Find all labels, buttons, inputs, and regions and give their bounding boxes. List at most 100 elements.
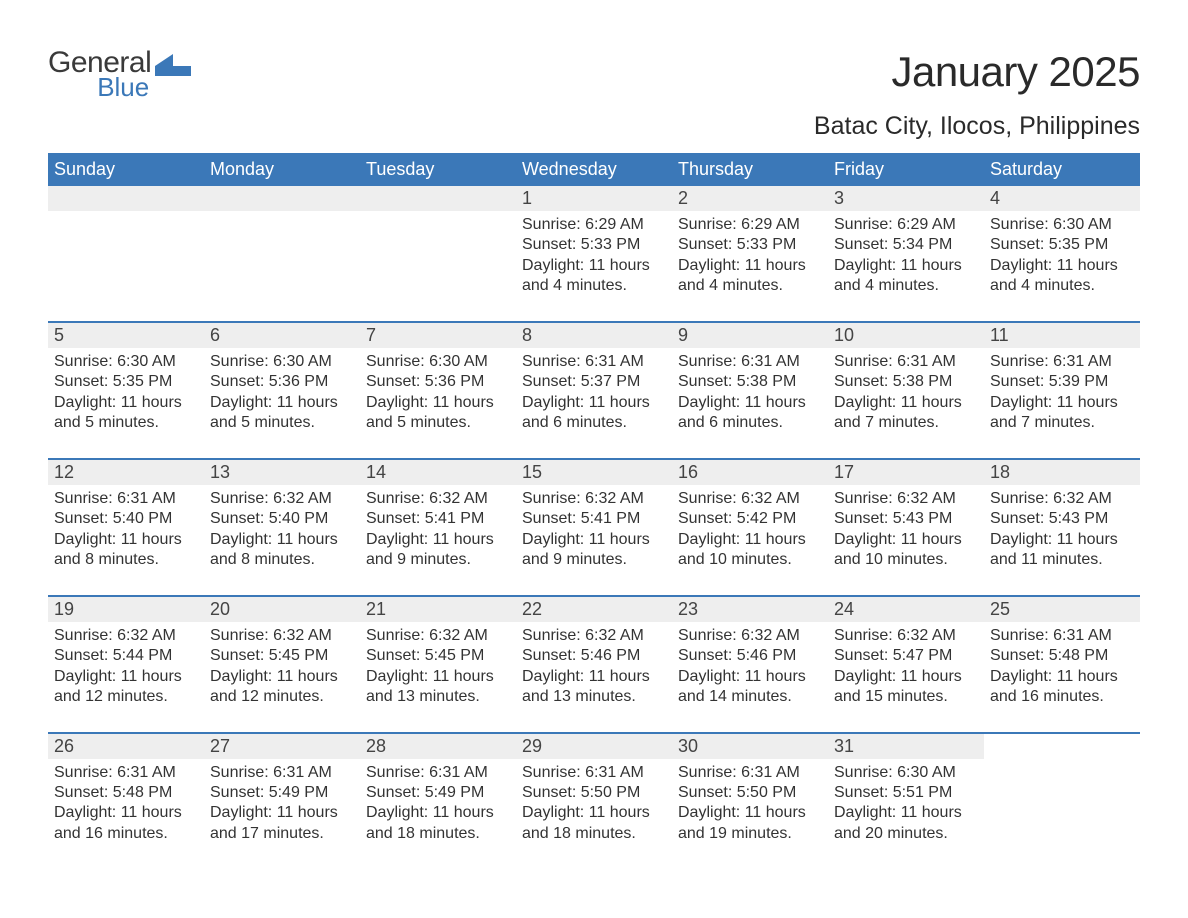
weekday-header-row: SundayMondayTuesdayWednesdayThursdayFrid… xyxy=(48,153,1140,186)
day-content-cell: Sunrise: 6:32 AMSunset: 5:42 PMDaylight:… xyxy=(672,485,828,596)
day-number-cell: 16 xyxy=(672,459,828,485)
daylight-line: Daylight: 11 hours and 11 minutes. xyxy=(990,530,1134,571)
day-number-cell: 15 xyxy=(516,459,672,485)
sunset-line: Sunset: 5:39 PM xyxy=(990,372,1134,392)
day-number-cell: 31 xyxy=(828,733,984,759)
day-number-cell: 8 xyxy=(516,322,672,348)
sunset-line: Sunset: 5:45 PM xyxy=(366,646,510,666)
sunrise-line: Sunrise: 6:32 AM xyxy=(522,626,666,646)
day-number-cell: 22 xyxy=(516,596,672,622)
sunset-line: Sunset: 5:37 PM xyxy=(522,372,666,392)
sunrise-line: Sunrise: 6:32 AM xyxy=(210,489,354,509)
day-number-row: 12131415161718 xyxy=(48,459,1140,485)
day-content-cell: Sunrise: 6:32 AMSunset: 5:43 PMDaylight:… xyxy=(828,485,984,596)
daylight-line: Daylight: 11 hours and 4 minutes. xyxy=(834,256,978,297)
daylight-line: Daylight: 11 hours and 10 minutes. xyxy=(678,530,822,571)
daylight-line: Daylight: 11 hours and 7 minutes. xyxy=(834,393,978,434)
daylight-line: Daylight: 11 hours and 12 minutes. xyxy=(210,667,354,708)
day-content-cell xyxy=(48,211,204,322)
sunset-line: Sunset: 5:50 PM xyxy=(678,783,822,803)
day-content-cell: Sunrise: 6:31 AMSunset: 5:50 PMDaylight:… xyxy=(672,759,828,869)
day-content-row: Sunrise: 6:32 AM Sunset: 5:44 PM Daylight:… xyxy=(48,622,1140,733)
header: General Blue January 2025 xyxy=(48,48,1140,100)
sunrise-line: Sunrise: 6:31 AM xyxy=(522,352,666,372)
day-content-cell: Sunrise: 6:32 AMSunset: 5:47 PMDaylight:… xyxy=(828,622,984,733)
day-number-cell: 3 xyxy=(828,186,984,211)
sunrise-line: Sunrise: 6:32 AM xyxy=(834,626,978,646)
day-number-cell: 17 xyxy=(828,459,984,485)
sunset-line: Sunset: 5:48 PM xyxy=(990,646,1134,666)
daylight-line: Daylight: 11 hours and 18 minutes. xyxy=(522,803,666,844)
sunrise-line: Sunrise: 6:31 AM xyxy=(990,626,1134,646)
day-content-cell: Sunrise: 6:30 AMSunset: 5:35 PMDaylight:… xyxy=(984,211,1140,322)
weekday-header: Wednesday xyxy=(516,153,672,186)
day-content-cell: Sunrise: 6:30 AMSunset: 5:35 PMDaylight:… xyxy=(48,348,204,459)
day-number-row: 567891011 xyxy=(48,322,1140,348)
day-content-cell: Sunrise: 6:32 AMSunset: 5:46 PMDaylight:… xyxy=(516,622,672,733)
sunrise-line: Sunrise: 6:31 AM xyxy=(522,763,666,783)
sunrise-line: Sunrise: 6:31 AM xyxy=(54,489,198,509)
daylight-line: Daylight: 11 hours and 8 minutes. xyxy=(210,530,354,571)
sunrise-line: Sunrise: 6:32 AM xyxy=(366,626,510,646)
daylight-line: Daylight: 11 hours and 13 minutes. xyxy=(366,667,510,708)
sunrise-line: Sunrise: 6:32 AM xyxy=(678,626,822,646)
sunrise-line: Sunrise: 6:32 AM xyxy=(522,489,666,509)
sunset-line: Sunset: 5:44 PM xyxy=(54,646,198,666)
day-number-cell: 20 xyxy=(204,596,360,622)
day-content-cell: Sunrise: 6:31 AMSunset: 5:49 PMDaylight:… xyxy=(360,759,516,869)
sunrise-line: Sunrise: 6:31 AM xyxy=(678,352,822,372)
day-content-cell: Sunrise: 6:32 AMSunset: 5:41 PMDaylight:… xyxy=(360,485,516,596)
day-number-cell xyxy=(984,733,1140,759)
day-number-cell: 1 xyxy=(516,186,672,211)
daylight-line: Daylight: 11 hours and 9 minutes. xyxy=(366,530,510,571)
sunset-line: Sunset: 5:46 PM xyxy=(678,646,822,666)
day-content-row: Sunrise: 6:30 AMSunset: 5:35 PMDaylight:… xyxy=(48,348,1140,459)
day-content-cell xyxy=(984,759,1140,869)
daylight-line: Daylight: 11 hours and 16 minutes. xyxy=(54,803,198,844)
sunset-line: Sunset: 5:36 PM xyxy=(366,372,510,392)
sunrise-line: Sunrise: 6:31 AM xyxy=(990,352,1134,372)
day-number-cell xyxy=(360,186,516,211)
weekday-header: Monday xyxy=(204,153,360,186)
sunset-line: Sunset: 5:35 PM xyxy=(990,235,1134,255)
daylight-line: Daylight: 11 hours and 10 minutes. xyxy=(834,530,978,571)
day-number-cell: 18 xyxy=(984,459,1140,485)
sunset-line: Sunset: 5:40 PM xyxy=(54,509,198,529)
day-content-cell: Sunrise: 6:30 AMSunset: 5:36 PMDaylight:… xyxy=(204,348,360,459)
weekday-header: Friday xyxy=(828,153,984,186)
day-content-row: Sunrise: 6:31 AMSunset: 5:40 PM Daylight:… xyxy=(48,485,1140,596)
day-number-cell: 28 xyxy=(360,733,516,759)
sunset-line: Sunset: 5:33 PM xyxy=(678,235,822,255)
daylight-line: Daylight: 11 hours and 18 minutes. xyxy=(366,803,510,844)
daylight-line: Daylight: 11 hours and 9 minutes. xyxy=(522,530,666,571)
day-content-cell: Sunrise: 6:32 AMSunset: 5:43 PMDaylight:… xyxy=(984,485,1140,596)
daylight-line: Daylight: 11 hours and 4 minutes. xyxy=(678,256,822,297)
sunset-line: Sunset: 5:41 PM xyxy=(522,509,666,529)
day-number-cell: 27 xyxy=(204,733,360,759)
day-number-cell: 14 xyxy=(360,459,516,485)
day-content-cell: Sunrise: 6:32 AMSunset: 5:41 PMDaylight:… xyxy=(516,485,672,596)
day-number-cell: 24 xyxy=(828,596,984,622)
sunrise-line: Sunrise: 6:31 AM xyxy=(210,763,354,783)
day-number-cell: 21 xyxy=(360,596,516,622)
day-content-cell xyxy=(360,211,516,322)
daylight-line: Daylight: 11 hours and 5 minutes. xyxy=(366,393,510,434)
sunset-line: Sunset: 5:34 PM xyxy=(834,235,978,255)
sunset-line: Sunset: 5:36 PM xyxy=(210,372,354,392)
day-number-cell: 23 xyxy=(672,596,828,622)
daylight-line: Daylight: 11 hours and 6 minutes. xyxy=(522,393,666,434)
daylight-line: Daylight: 11 hours and 14 minutes. xyxy=(678,667,822,708)
daylight-line: Daylight: 11 hours and 7 minutes. xyxy=(990,393,1134,434)
day-number-cell: 5 xyxy=(48,322,204,348)
sunset-line: Sunset: 5:43 PM xyxy=(990,509,1134,529)
sunset-line: Sunset: 5:38 PM xyxy=(678,372,822,392)
day-content-cell: Sunrise: 6:31 AMSunset: 5:48 PMDaylight:… xyxy=(984,622,1140,733)
daylight-line: Daylight: 11 hours and 20 minutes. xyxy=(834,803,978,844)
sunset-line: Sunset: 5:33 PM xyxy=(522,235,666,255)
sunset-line: Sunset: 5:35 PM xyxy=(54,372,198,392)
day-content-row: Sunrise: 6:31 AMSunset: 5:48 PMDaylight:… xyxy=(48,759,1140,869)
sunset-line: Sunset: 5:42 PM xyxy=(678,509,822,529)
logo-flag-icon xyxy=(155,54,191,78)
sunset-line: Sunset: 5:50 PM xyxy=(522,783,666,803)
daylight-line: Daylight: 11 hours and 5 minutes. xyxy=(54,393,198,434)
